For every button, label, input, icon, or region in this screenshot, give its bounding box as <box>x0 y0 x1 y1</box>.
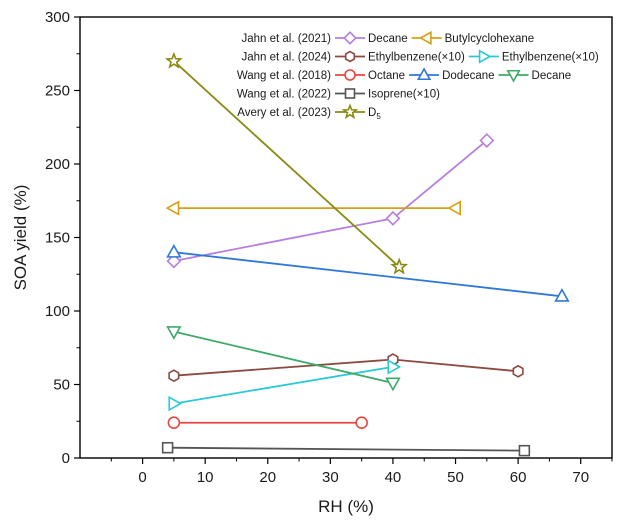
x-tick-label: 70 <box>572 469 589 486</box>
series-line <box>173 365 394 405</box>
legend-marker <box>344 69 356 81</box>
series-1 <box>165 200 462 216</box>
y-axis-label: SOA yield (%) <box>11 185 30 291</box>
data-point <box>385 377 401 392</box>
series-8 <box>164 51 409 275</box>
legend-series-label: Butylcyclohexane <box>445 33 535 45</box>
series-line <box>173 330 394 384</box>
legend-series-label: Ethylbenzene(×10) <box>502 52 599 64</box>
series-line <box>173 251 563 298</box>
legend-group-label: Wang et al. (2022) <box>237 89 331 101</box>
y-tick-label: 250 <box>45 83 70 100</box>
legend-group-label: Jahn et al. (2021) <box>241 33 331 45</box>
legend-group-label: Avery et al. (2023) <box>237 107 331 119</box>
legend-marker <box>416 67 432 81</box>
y-tick-label: 200 <box>45 156 70 173</box>
x-tick-label: 30 <box>322 469 339 486</box>
y-tick-label: 50 <box>53 377 70 394</box>
y-tick-label: 300 <box>45 9 70 26</box>
series-layer <box>161 51 570 457</box>
y-tick-label: 150 <box>45 230 70 247</box>
legend-marker <box>343 31 357 45</box>
legend-series-label: D5 <box>368 107 381 121</box>
y-tick-label: 100 <box>45 303 70 320</box>
legend-marker <box>478 49 492 64</box>
series-line <box>173 60 400 268</box>
series-3 <box>168 359 402 412</box>
data-point <box>479 133 495 148</box>
legend-group-label: Jahn et al. (2024) <box>241 52 331 64</box>
x-tick-label: 0 <box>138 469 146 486</box>
data-point <box>168 395 183 412</box>
series-5 <box>166 243 570 302</box>
legend-marker <box>341 103 359 120</box>
series-line <box>173 358 519 377</box>
series-2 <box>168 353 524 383</box>
data-point <box>447 200 462 216</box>
legend: Jahn et al. (2021) Decane Butylcyclohexane… <box>237 30 599 121</box>
data-point <box>518 444 531 457</box>
legend-entry: Ethylbenzene(×10) <box>335 50 465 64</box>
series-6 <box>166 326 401 392</box>
data-point <box>512 364 524 378</box>
legend-entry: Dodecane <box>409 67 495 82</box>
data-point <box>166 253 182 269</box>
data-point <box>387 359 402 375</box>
series-line <box>167 446 525 452</box>
x-tick-label: 50 <box>447 469 464 486</box>
legend-entry: D5 <box>335 103 381 121</box>
legend-group-label: Wang et al. (2018) <box>237 70 331 82</box>
legend-entry: Isoprene(×10) <box>335 88 440 101</box>
legend-series-label: Decane <box>532 70 572 82</box>
plot-area <box>79 16 613 459</box>
data-point <box>166 326 182 340</box>
series-line <box>173 139 488 262</box>
data-point <box>164 51 183 69</box>
data-point <box>168 369 180 383</box>
plot-border <box>79 16 613 459</box>
legend-series-label: Isoprene(×10) <box>368 89 440 101</box>
x-tick-label: 40 <box>385 469 402 486</box>
x-axis-label: RH (%) <box>318 497 374 516</box>
x-axis: 0 10 20 30 40 50 60 70 <box>110 458 613 486</box>
legend-series-label: Decane <box>368 33 408 45</box>
data-point <box>385 210 401 226</box>
data-point <box>390 257 409 275</box>
series-7 <box>161 441 531 457</box>
data-point <box>161 441 174 454</box>
legend-series-label: Octane <box>368 70 405 82</box>
data-point <box>554 288 570 302</box>
y-axis: 0 50 100 150 200 250 300 <box>45 9 80 467</box>
series-0 <box>166 133 495 269</box>
y-tick-label: 0 <box>62 450 70 467</box>
x-tick-label: 60 <box>510 469 527 486</box>
legend-entry: Octane <box>335 69 405 82</box>
data-point <box>167 416 181 430</box>
legend-marker <box>419 30 432 46</box>
data-point <box>166 243 182 258</box>
x-tick-label: 20 <box>259 469 276 486</box>
legend-marker <box>506 69 521 83</box>
legend-entry: Ethylbenzene(×10) <box>468 49 599 64</box>
legend-marker <box>344 50 356 63</box>
legend-entry: Decane <box>498 69 572 83</box>
legend-entry: Butylcyclohexane <box>411 30 535 46</box>
x-tick-label: 10 <box>197 469 214 486</box>
legend-entry: Decane <box>335 31 408 45</box>
series-4 <box>167 416 368 430</box>
data-point <box>355 416 368 430</box>
legend-series-label: Dodecane <box>442 70 494 82</box>
legend-series-label: Ethylbenzene(×10) <box>368 52 465 64</box>
data-point <box>165 200 180 216</box>
legend-marker <box>344 88 356 99</box>
